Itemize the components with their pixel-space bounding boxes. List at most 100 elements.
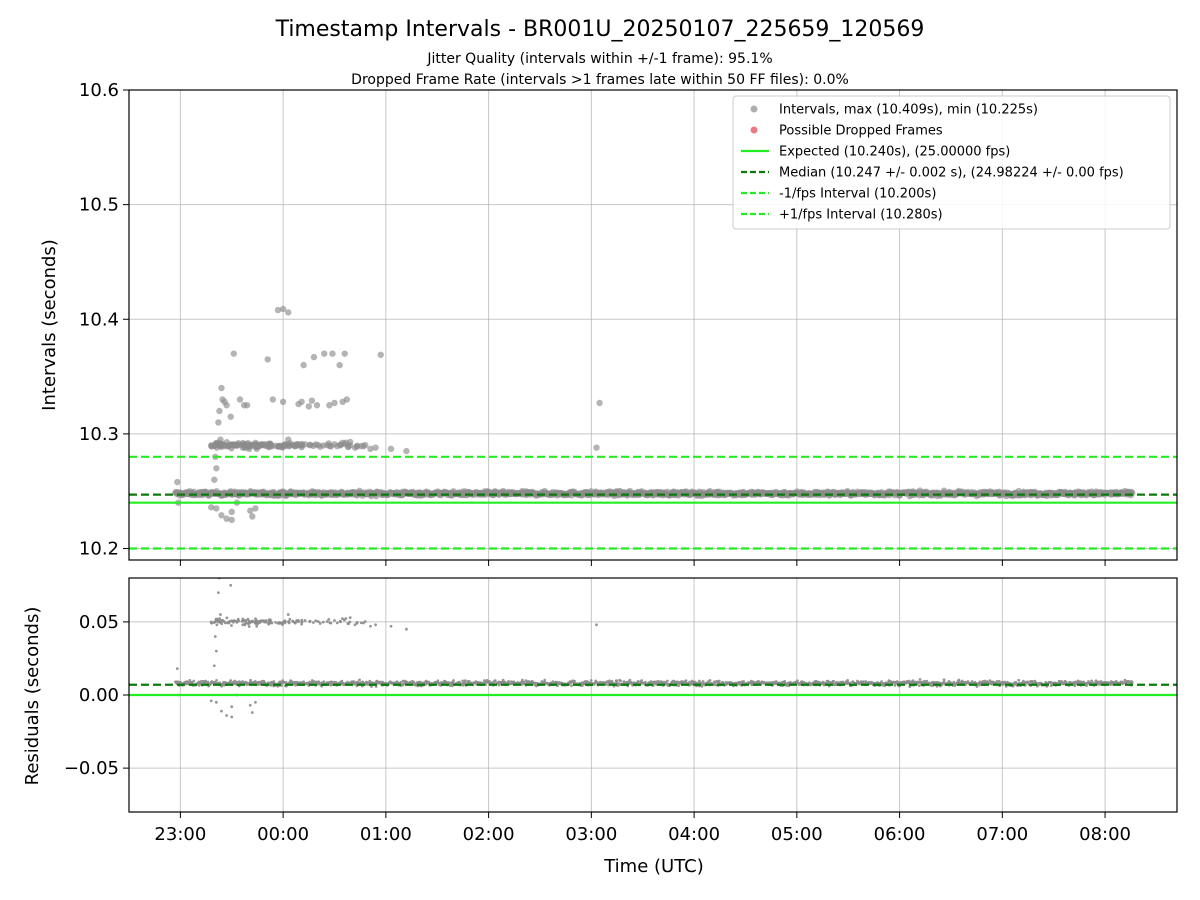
- interval-point: [282, 681, 286, 684]
- interval-point: [774, 680, 778, 683]
- interval-point: [322, 680, 326, 684]
- legend-box: [732, 95, 1171, 230]
- interval-point: [284, 680, 288, 684]
- interval-point: [493, 679, 497, 683]
- interval-point: [253, 700, 257, 704]
- interval-point: [355, 621, 359, 624]
- interval-point: [300, 618, 304, 622]
- interval-point: [573, 679, 576, 683]
- legend-marker: [750, 105, 758, 113]
- interval-point: [970, 680, 974, 683]
- x-tick-label: 06:00: [874, 824, 926, 845]
- interval-point: [310, 353, 318, 361]
- interval-point: [249, 442, 256, 449]
- x-tick-label: 04:00: [668, 824, 720, 845]
- interval-point: [619, 679, 622, 683]
- interval-point: [302, 518, 305, 521]
- interval-point: [300, 622, 303, 626]
- interval-point: [281, 621, 285, 624]
- interval-point: [379, 505, 382, 508]
- interval-point: [233, 679, 236, 683]
- interval-point: [209, 620, 213, 624]
- interval-point: [308, 619, 312, 623]
- interval-point: [225, 569, 228, 572]
- interval-point: [216, 591, 220, 595]
- interval-point: [1003, 680, 1007, 684]
- interval-point: [269, 396, 277, 403]
- interval-point: [217, 436, 224, 443]
- interval-point: [283, 619, 287, 623]
- interval-point: [452, 679, 455, 682]
- interval-point: [216, 407, 223, 415]
- interval-point: [215, 678, 218, 682]
- top-y-axis-label: Intervals (seconds): [39, 239, 60, 411]
- interval-point: [290, 442, 297, 449]
- interval-point: [331, 503, 334, 506]
- interval-point: [348, 620, 352, 624]
- interval-point: [218, 384, 225, 392]
- chart-title: Timestamp Intervals - BR001U_20250107_22…: [275, 17, 925, 42]
- interval-point: [279, 305, 287, 313]
- interval-point: [358, 442, 365, 450]
- interval-point: [698, 679, 701, 683]
- interval-point: [221, 562, 224, 565]
- interval-point: [343, 396, 351, 403]
- interval-point: [405, 627, 408, 631]
- interval-point: [285, 309, 292, 316]
- legend-label: +1/fps Interval (10.280s): [779, 208, 943, 223]
- interval-point: [230, 715, 234, 719]
- interval-point: [684, 679, 688, 683]
- interval-point: [249, 513, 256, 520]
- interval-point: [302, 680, 305, 684]
- interval-point: [377, 351, 384, 359]
- interval-point: [279, 398, 287, 406]
- interval-point: [610, 680, 614, 683]
- y-tick-label: 10.5: [79, 195, 119, 216]
- y-tick-label: −0.05: [64, 758, 119, 779]
- interval-point: [247, 621, 251, 624]
- interval-point: [795, 679, 799, 683]
- interval-point: [1014, 680, 1018, 684]
- interval-point: [636, 679, 640, 683]
- interval-point: [248, 703, 252, 707]
- interval-point: [229, 679, 233, 682]
- interval-point: [337, 442, 344, 449]
- interval-point: [283, 621, 287, 625]
- interval-point: [228, 516, 235, 524]
- interval-point: [427, 680, 431, 684]
- interval-point: [265, 443, 272, 451]
- interval-point: [306, 441, 314, 448]
- interval-point: [374, 623, 377, 627]
- interval-point: [218, 617, 221, 620]
- chart-subtitle-dropped: Dropped Frame Rate (intervals >1 frames …: [351, 72, 849, 88]
- interval-point: [1130, 681, 1134, 684]
- interval-point: [372, 444, 379, 451]
- interval-point: [592, 683, 596, 686]
- interval-point: [213, 465, 220, 472]
- interval-point: [250, 620, 254, 624]
- interval-point: [225, 442, 232, 449]
- interval-point: [225, 616, 229, 620]
- interval-point: [252, 505, 259, 512]
- legend-label: Median (10.247 +/- 0.002 s), (24.98224 +…: [779, 166, 1124, 181]
- interval-point: [291, 620, 295, 624]
- interval-point: [321, 620, 325, 624]
- interval-point: [241, 617, 245, 621]
- interval-point: [298, 440, 306, 448]
- interval-point: [274, 621, 278, 624]
- interval-point: [219, 613, 222, 616]
- interval-point: [227, 620, 231, 624]
- interval-point: [640, 679, 644, 682]
- interval-point: [218, 443, 225, 451]
- plot-frame: [128, 577, 1178, 813]
- interval-point: [247, 507, 254, 514]
- interval-point: [832, 680, 836, 683]
- x-tick-label: 03:00: [565, 824, 617, 845]
- interval-point: [666, 679, 669, 683]
- interval-point: [303, 619, 307, 622]
- interval-point: [294, 683, 298, 687]
- x-tick-label: 08:00: [1079, 824, 1131, 845]
- interval-point: [235, 620, 239, 624]
- interval-point: [232, 619, 236, 623]
- interval-point: [215, 419, 222, 426]
